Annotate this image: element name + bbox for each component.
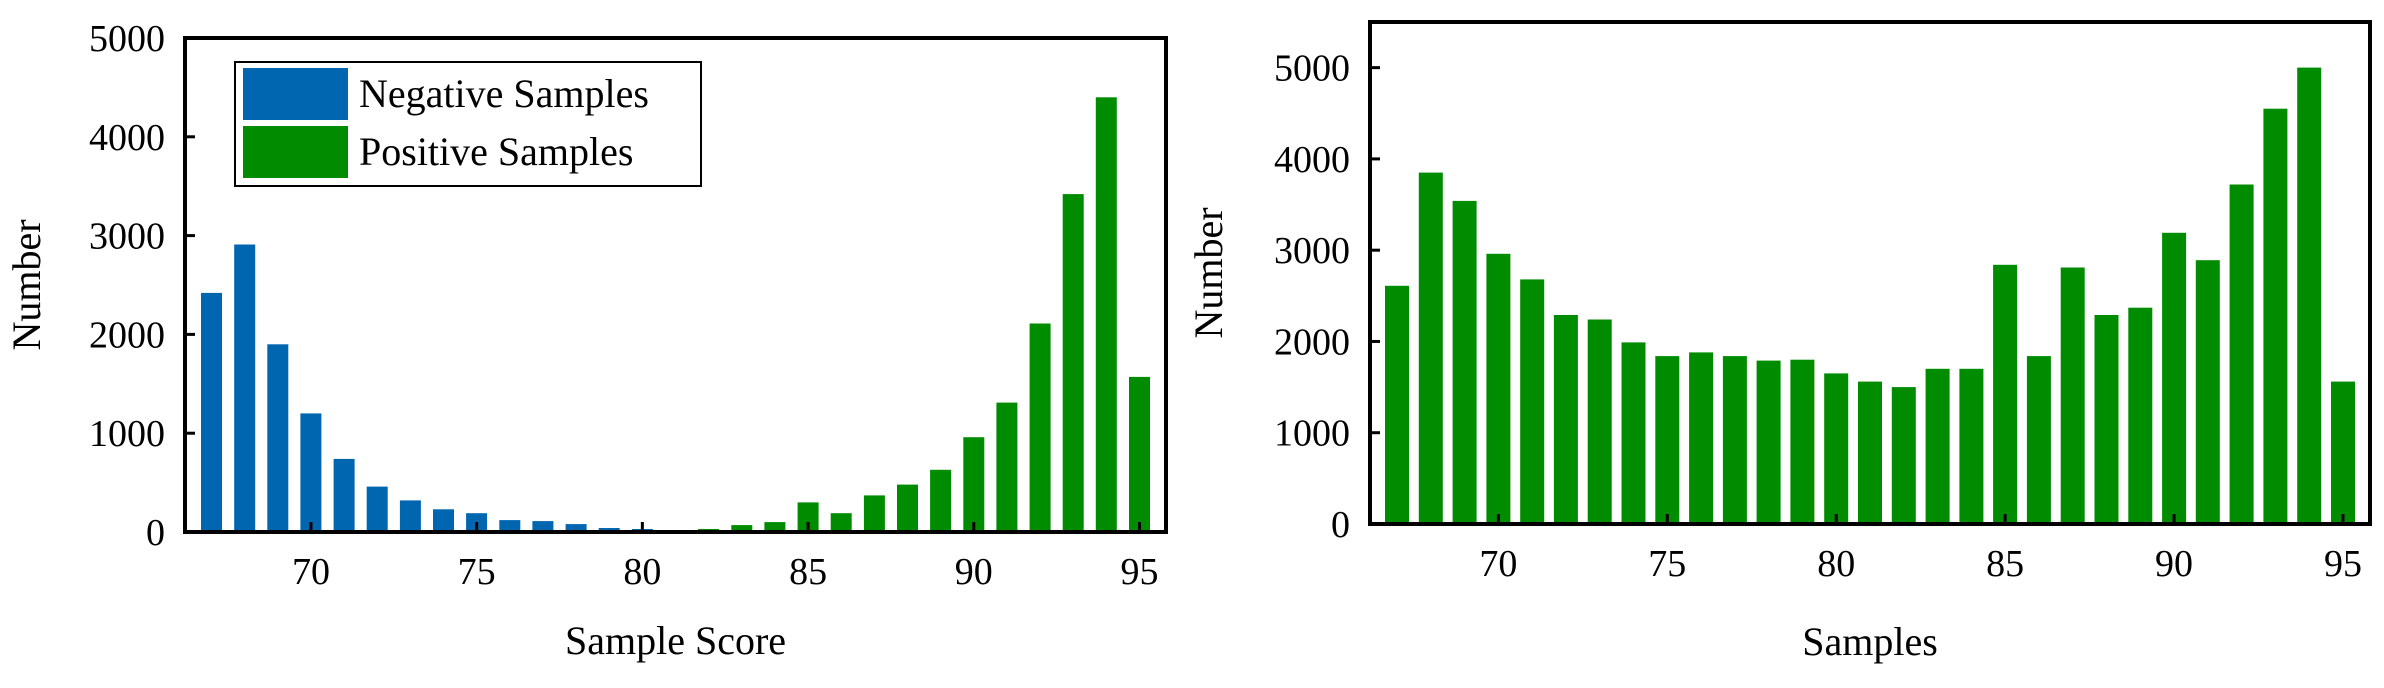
bar-positive — [2026, 356, 2051, 524]
bar-positive — [731, 525, 753, 532]
bar-positive — [1587, 319, 1612, 524]
bar-positive — [897, 484, 918, 532]
y-tick-label: 4000 — [1274, 139, 1350, 181]
x-tick-label: 95 — [2324, 543, 2362, 585]
bar-positive — [2297, 67, 2322, 524]
legend: Negative Samples Positive Samples — [234, 61, 702, 187]
x-tick-label: 90 — [955, 551, 993, 593]
legend-swatch-positive — [243, 126, 348, 178]
legend-label-negative: Negative Samples — [359, 71, 649, 116]
y-tick-label: 4000 — [89, 117, 165, 159]
bar-positive — [1959, 368, 1984, 524]
bar-negative — [333, 458, 355, 532]
bar-positive — [1452, 200, 1477, 524]
bar-positive — [930, 469, 952, 532]
y-tick-label: 1000 — [1274, 413, 1350, 455]
bar-negative — [234, 244, 256, 532]
bar-positive — [2128, 307, 2153, 524]
x-tick-label: 85 — [1986, 543, 2024, 585]
bar-positive — [1418, 172, 1443, 524]
bar-positive — [764, 522, 786, 532]
bar-negative — [532, 521, 554, 532]
bar-positive — [2162, 232, 2187, 525]
x-tick-label: 75 — [458, 551, 496, 593]
x-tick-label: 95 — [1120, 551, 1158, 593]
bar-positive — [1858, 381, 1882, 524]
bar-negative — [267, 344, 289, 532]
bar-positive — [2263, 108, 2288, 524]
bar-positive — [963, 437, 985, 532]
bar-positive — [1655, 356, 1680, 524]
bar-positive — [1095, 97, 1117, 533]
plot-frame — [1368, 20, 2372, 526]
bar-negative — [399, 500, 421, 532]
bar-positive — [1129, 376, 1150, 532]
bar-negative — [300, 413, 322, 532]
plot-frame — [183, 36, 1168, 534]
bar-positive — [1029, 323, 1051, 532]
legend-swatch-negative — [243, 68, 348, 120]
y-axis-label: Number — [1186, 207, 1231, 338]
bar-positive — [1824, 373, 1849, 524]
bar-positive — [2060, 267, 2085, 524]
legend-label-positive: Positive Samples — [359, 129, 633, 174]
y-tick-label: 5000 — [89, 18, 165, 60]
bar-positive — [797, 502, 819, 532]
bar-positive — [1553, 315, 1578, 524]
bar-positive — [1790, 359, 1815, 524]
samples-bar-chart: 70 75 80 85 90 95 0 1000 2000 3000 4000 5000 Samples… — [1186, 20, 2372, 664]
bar-positive — [2094, 315, 2119, 524]
bar-positive — [1621, 342, 1646, 524]
bar-positive — [1722, 356, 1747, 524]
bar-negative — [366, 486, 388, 532]
y-tick-label: 0 — [1331, 504, 1350, 546]
x-axis-label: Samples — [1802, 619, 1938, 664]
x-tick-label: 85 — [789, 551, 827, 593]
y-axis-label: Number — [4, 219, 49, 350]
x-tick-label: 70 — [1479, 543, 1517, 585]
bar-positive — [2331, 381, 2355, 524]
bar-positive — [1756, 360, 1781, 524]
bar-positive — [1925, 368, 1950, 524]
y-tick-label: 3000 — [1274, 230, 1350, 272]
y-tick-label: 3000 — [89, 216, 165, 258]
bar-negative — [433, 509, 454, 532]
score-histogram-chart: 70 75 80 85 90 95 0 1000 2000 3000 4000 5000 Sample … — [4, 18, 1168, 663]
y-tick-label: 2000 — [89, 314, 165, 356]
bar-negative — [201, 292, 222, 532]
bar-positive — [863, 495, 885, 532]
bar-positive — [1689, 352, 1714, 524]
bar-positive — [830, 513, 852, 532]
bar-negative — [565, 524, 587, 532]
bar-negative — [499, 520, 521, 532]
y-tick-label: 1000 — [89, 413, 165, 455]
x-tick-label: 70 — [292, 551, 330, 593]
bar-positive — [1062, 194, 1084, 532]
bar-positive — [1993, 264, 2018, 524]
x-tick-label: 80 — [623, 551, 661, 593]
y-tick-label: 2000 — [1274, 321, 1350, 363]
bar-positive — [1486, 253, 1511, 525]
bar-positive — [2229, 184, 2254, 524]
y-tick-label: 0 — [146, 512, 165, 554]
x-tick-label: 90 — [2155, 543, 2193, 585]
bar-positive — [2195, 260, 2220, 524]
y-tick-label: 5000 — [1274, 48, 1350, 90]
x-axis-label: Sample Score — [565, 618, 786, 663]
x-tick-label: 80 — [1817, 543, 1855, 585]
x-tick-label: 75 — [1648, 543, 1686, 585]
bar-positive — [1520, 279, 1545, 524]
bar-positive — [1385, 285, 1409, 524]
bar-positive — [1891, 387, 1916, 524]
bar-positive — [996, 402, 1018, 532]
